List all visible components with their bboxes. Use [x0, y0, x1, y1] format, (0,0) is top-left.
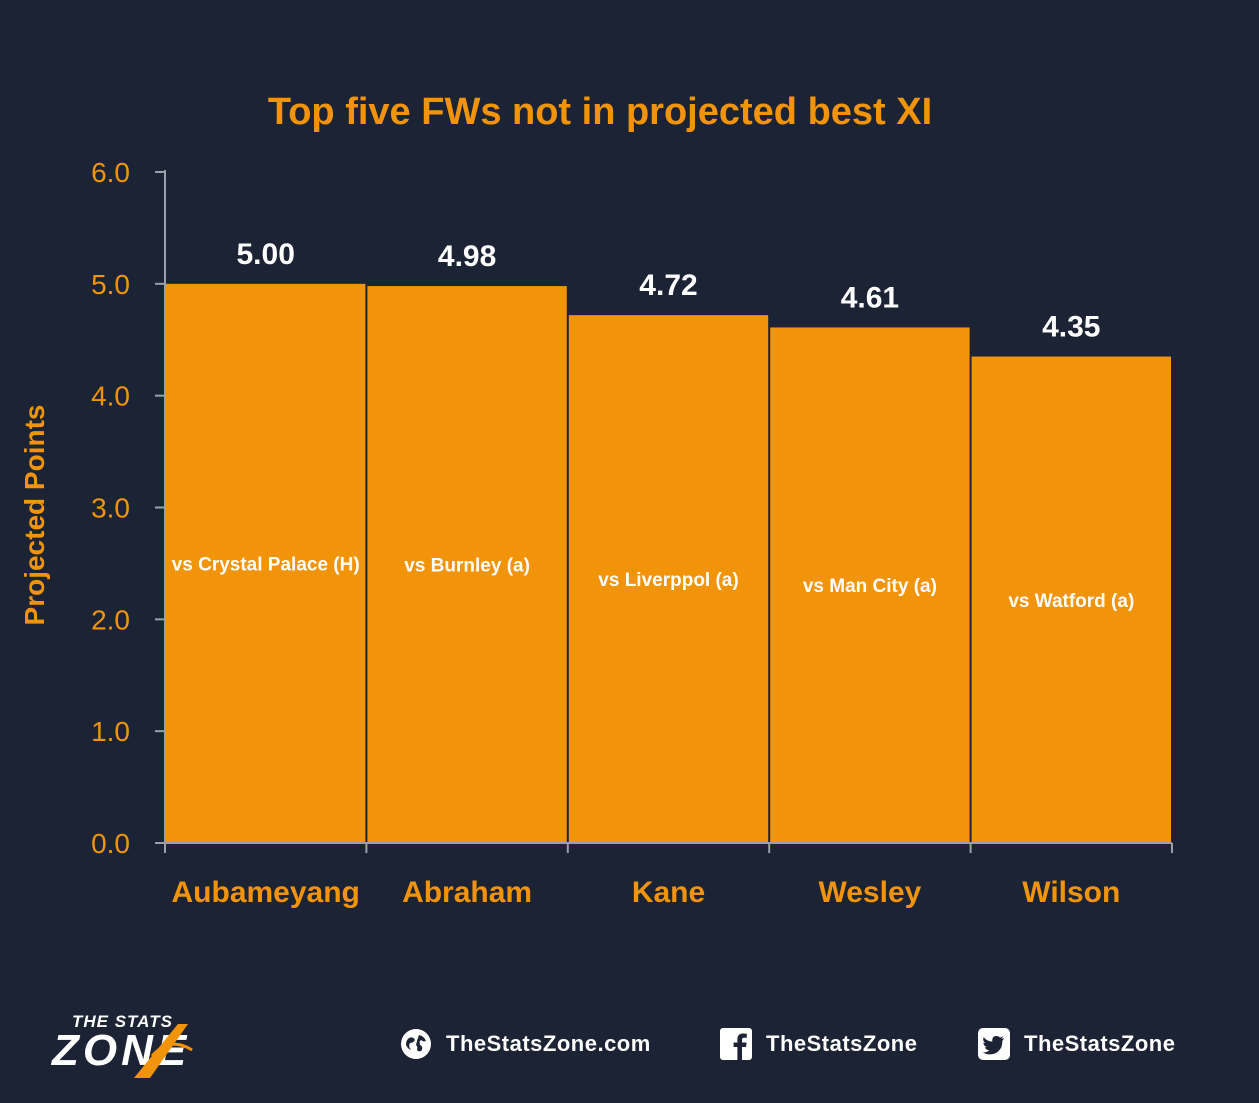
x-tick-label: Kane — [632, 876, 705, 909]
x-tick-label: Wilson — [1022, 876, 1120, 909]
bar-annotation: vs Liverppol (a) — [598, 570, 738, 591]
footer: THE STATS ZONE TheStatsZone.com — [0, 1000, 1259, 1090]
y-tick-label: 2.0 — [91, 604, 130, 635]
y-tick-label: 0.0 — [91, 828, 130, 859]
bar-value-label: 4.61 — [841, 281, 899, 314]
facebook-text: TheStatsZone — [766, 1031, 918, 1056]
bar-value-label: 4.72 — [639, 269, 697, 302]
y-tick-label: 6.0 — [91, 157, 130, 188]
website-text: TheStatsZone.com — [446, 1031, 651, 1056]
bar — [568, 315, 769, 843]
twitter-text: TheStatsZone — [1024, 1031, 1176, 1056]
bar — [367, 286, 567, 843]
bar-value-label: 4.35 — [1042, 311, 1100, 344]
bar — [971, 356, 1171, 843]
bar — [770, 327, 970, 843]
bar-chart: Top five FWs not in projected best XI Pr… — [19, 91, 1173, 909]
bar-value-label: 4.98 — [438, 240, 496, 273]
bar-annotation: vs Man City (a) — [803, 576, 937, 597]
bar-value-label: 5.00 — [237, 238, 295, 271]
x-tick-label: Aubameyang — [172, 876, 360, 909]
facebook-icon — [720, 1028, 752, 1060]
globe-icon — [400, 1028, 432, 1060]
bar — [166, 283, 366, 843]
chart-title: Top five FWs not in projected best XI — [268, 91, 932, 133]
the-stats-zone-logo: THE STATS ZONE — [50, 1010, 270, 1080]
y-tick-label: 4.0 — [91, 381, 130, 412]
bar-annotation: vs Watford (a) — [1008, 591, 1134, 612]
x-tick-label: Wesley — [818, 876, 921, 909]
y-tick-label: 1.0 — [91, 716, 130, 747]
y-tick-label: 3.0 — [91, 493, 130, 524]
bars-layer: 5.00 vs Crystal Palace (H) 4.98 vs Burnley … — [166, 238, 1171, 843]
y-axis-label: Projected Points — [19, 405, 50, 626]
website-link[interactable]: TheStatsZone.com — [400, 1028, 651, 1060]
bar-annotation: vs Crystal Palace (H) — [172, 554, 360, 575]
bar-annotation: vs Burnley (a) — [404, 556, 530, 577]
x-tick-label: Abraham — [402, 876, 532, 909]
logo-swoosh-icon — [134, 1024, 193, 1078]
facebook-link[interactable]: TheStatsZone — [720, 1028, 917, 1060]
axes-layer: Aubameyang Abraham Kane Wesley Wilson 0.0 1.0 2… — [91, 157, 1173, 909]
twitter-icon — [978, 1028, 1010, 1060]
y-tick-label: 5.0 — [91, 269, 130, 300]
twitter-link[interactable]: TheStatsZone — [978, 1028, 1175, 1060]
logo-top-text: THE STATS — [72, 1012, 173, 1031]
